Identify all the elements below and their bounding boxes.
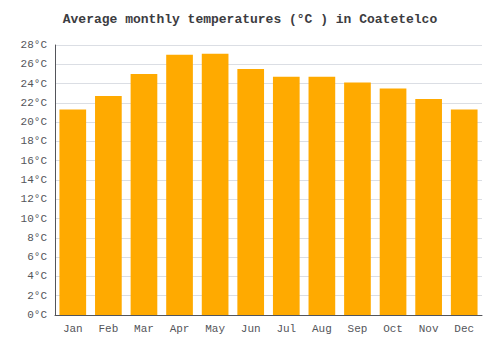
svg-text:24°C: 24°C bbox=[21, 78, 48, 90]
svg-text:22°C: 22°C bbox=[21, 97, 48, 109]
svg-text:Mar: Mar bbox=[134, 323, 154, 335]
svg-text:18°C: 18°C bbox=[21, 135, 48, 147]
svg-text:28°C: 28°C bbox=[21, 39, 48, 51]
svg-text:12°C: 12°C bbox=[21, 193, 48, 205]
svg-text:14°C: 14°C bbox=[21, 174, 48, 186]
svg-text:Dec: Dec bbox=[454, 323, 474, 335]
svg-text:20°C: 20°C bbox=[21, 116, 48, 128]
svg-text:Jul: Jul bbox=[276, 323, 296, 335]
svg-text:Jan: Jan bbox=[63, 323, 83, 335]
svg-text:Oct: Oct bbox=[383, 323, 403, 335]
svg-text:8°C: 8°C bbox=[27, 232, 47, 244]
svg-text:Average monthly temperatures (: Average monthly temperatures (°C ) in Co… bbox=[63, 12, 438, 27]
svg-text:4°C: 4°C bbox=[27, 270, 47, 282]
svg-text:Apr: Apr bbox=[170, 323, 190, 335]
svg-text:May: May bbox=[205, 323, 225, 335]
svg-text:Nov: Nov bbox=[419, 323, 439, 335]
svg-text:2°C: 2°C bbox=[27, 290, 47, 302]
svg-text:16°C: 16°C bbox=[21, 155, 48, 167]
svg-text:26°C: 26°C bbox=[21, 58, 48, 70]
svg-text:Sep: Sep bbox=[348, 323, 368, 335]
svg-text:Jun: Jun bbox=[241, 323, 261, 335]
svg-text:6°C: 6°C bbox=[27, 251, 47, 263]
svg-text:Feb: Feb bbox=[98, 323, 118, 335]
svg-text:10°C: 10°C bbox=[21, 213, 48, 225]
svg-text:Aug: Aug bbox=[312, 323, 332, 335]
svg-text:0°C: 0°C bbox=[27, 309, 47, 321]
